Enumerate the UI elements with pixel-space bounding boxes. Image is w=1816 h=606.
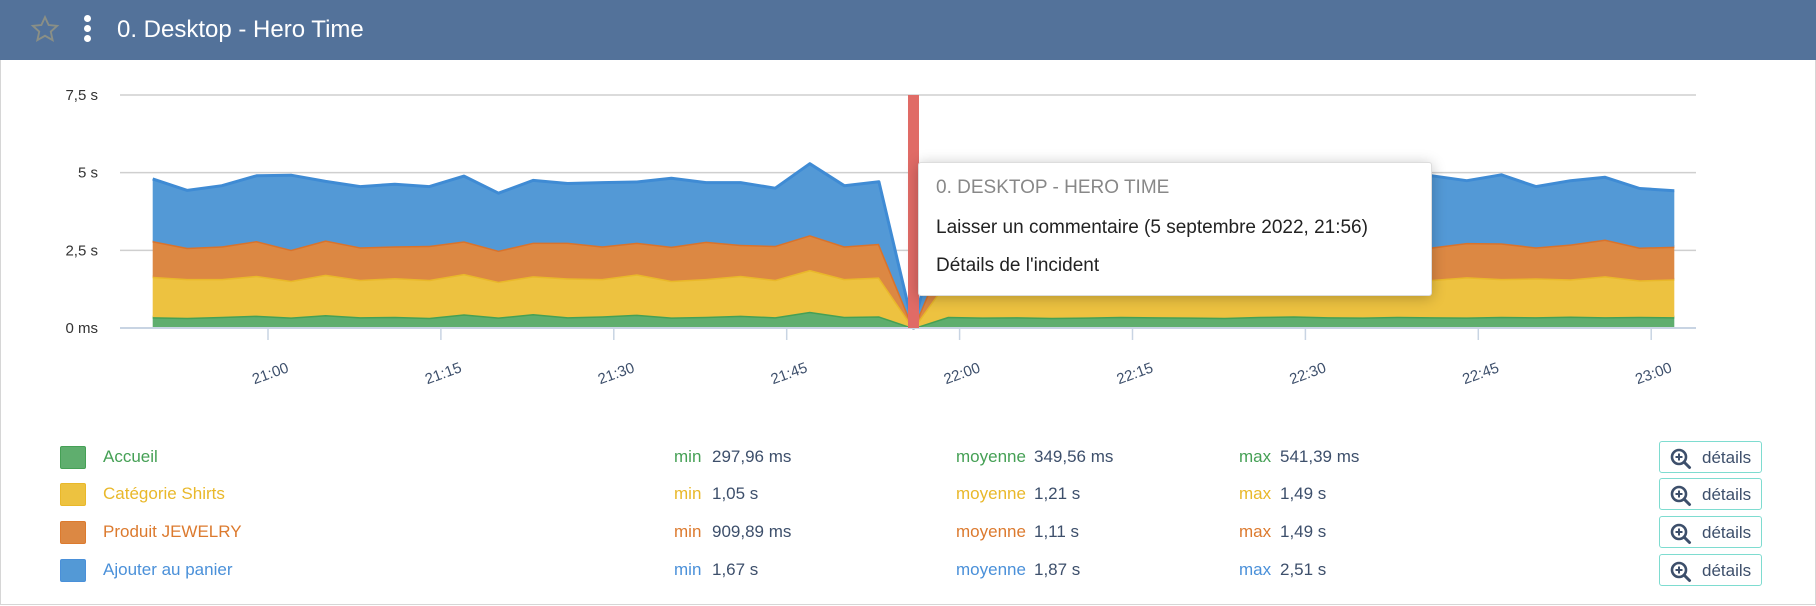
max-value: 2,51 s (1280, 560, 1327, 579)
y-tick-label: 5 s (78, 165, 98, 182)
x-tick-label: 22:45 (1460, 359, 1501, 388)
min-value: 1,67 s (712, 560, 759, 579)
min-label: min (674, 447, 702, 466)
series-color-swatch[interactable] (60, 559, 86, 582)
min-label: min (674, 560, 702, 579)
max-value: 1,49 s (1280, 484, 1327, 503)
max-label: max (1239, 560, 1272, 579)
min-label: min (674, 522, 702, 541)
avg-label: moyenne (956, 447, 1026, 466)
zoom-in-icon (1670, 561, 1691, 582)
avg-value: 1,87 s (1034, 560, 1081, 579)
min-value: 1,05 s (712, 484, 759, 503)
x-tick-label: 22:00 (942, 359, 983, 388)
annotation-tooltip: 0. DESKTOP - HERO TIME Laisser un commen… (918, 162, 1432, 296)
zoom-in-icon (1670, 448, 1691, 469)
star-icon[interactable] (30, 14, 60, 44)
details-label: détails (1702, 523, 1752, 542)
series-color-swatch[interactable] (60, 521, 86, 544)
x-tick-label: 21:15 (423, 359, 464, 388)
series-area-0 (152, 311, 1675, 328)
legend-row: Produit JEWELRY min 909,89 ms moyenne 1,11 s… (0, 516, 1816, 550)
avg-label: moyenne (956, 560, 1026, 579)
series-name[interactable]: Catégorie Shirts (103, 484, 225, 503)
series-color-swatch[interactable] (60, 446, 86, 469)
y-tick-label: 0 ms (65, 320, 98, 337)
x-tick-label: 22:15 (1114, 359, 1155, 388)
max-label: max (1239, 447, 1272, 466)
series-name[interactable]: Accueil (103, 447, 158, 466)
details-button[interactable]: détails (1659, 478, 1762, 510)
incident-annotation-bar (907, 95, 919, 328)
avg-value: 1,11 s (1034, 522, 1080, 541)
min-value: 297,96 ms (712, 447, 792, 466)
details-button[interactable]: détails (1659, 441, 1762, 473)
max-label: max (1239, 484, 1272, 503)
details-button[interactable]: détails (1659, 554, 1762, 586)
min-label: min (674, 484, 702, 503)
details-label: détails (1702, 485, 1752, 504)
legend-row: Catégorie Shirts min 1,05 s moyenne 1,21 s ma… (0, 478, 1816, 512)
zoom-in-icon (1670, 523, 1691, 544)
incident-details-link[interactable]: Détails de l'incident (936, 255, 1100, 276)
x-tick-label: 21:00 (250, 359, 291, 388)
widget-title: 0. Desktop - Hero Time (117, 16, 364, 43)
details-button[interactable]: détails (1659, 516, 1762, 548)
x-tick-label: 23:00 (1633, 359, 1674, 388)
series-name[interactable]: Produit JEWELRY (103, 522, 242, 541)
series-color-swatch[interactable] (60, 483, 86, 506)
x-tick-label: 21:45 (769, 359, 810, 388)
vertical-dots-icon[interactable] (84, 15, 92, 43)
avg-label: moyenne (956, 484, 1026, 503)
y-tick-label: 7,5 s (65, 87, 98, 104)
avg-label: moyenne (956, 522, 1026, 541)
legend-row: Ajouter au panier min 1,67 s moyenne 1,87 s m… (0, 554, 1816, 588)
x-tick-label: 22:30 (1287, 359, 1328, 388)
leave-comment-link[interactable]: Laisser un commentaire (5 septembre 2022… (936, 217, 1368, 238)
legend-row: Accueil min 297,96 ms moyenne 349,56 ms max 54… (0, 441, 1816, 475)
max-label: max (1239, 522, 1272, 541)
details-label: détails (1702, 561, 1752, 580)
avg-value: 349,56 ms (1034, 447, 1114, 466)
x-tick-label: 21:30 (596, 359, 637, 388)
details-label: détails (1702, 448, 1752, 467)
max-value: 541,39 ms (1280, 447, 1360, 466)
min-value: 909,89 ms (712, 522, 792, 541)
zoom-in-icon (1670, 485, 1691, 506)
widget-header: 0. Desktop - Hero Time (0, 0, 1816, 60)
tooltip-title: 0. DESKTOP - HERO TIME (936, 177, 1170, 198)
max-value: 1,49 s (1280, 522, 1327, 541)
stacked-area-chart: 0 ms 2,5 s 5 s 7,5 s 21:00 21:15 21:30 21:45 22:… (65, 87, 1696, 388)
series-name[interactable]: Ajouter au panier (103, 560, 233, 579)
y-tick-label: 2,5 s (65, 242, 98, 259)
avg-value: 1,21 s (1034, 484, 1081, 503)
